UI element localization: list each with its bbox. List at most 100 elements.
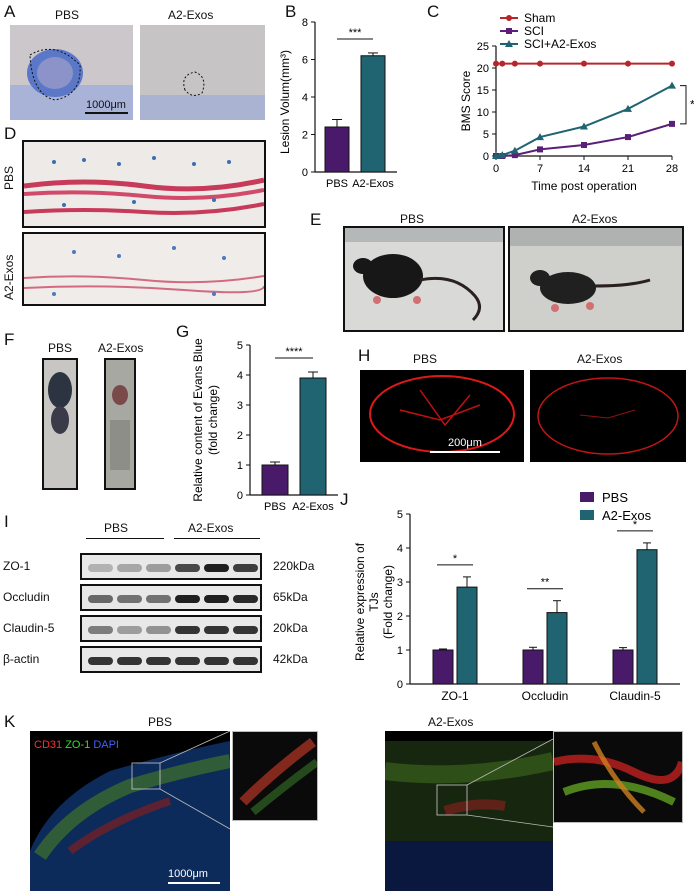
blot-band (117, 626, 142, 634)
significance-bracket (680, 85, 687, 125)
x-tick-label: Occludin (522, 689, 569, 703)
panel-i-a2exos-bracket (174, 538, 260, 539)
significance-mark: ** (541, 577, 550, 589)
blot-band (233, 626, 258, 634)
panel-k-pbs-art (30, 731, 230, 891)
panel-k-label-pbs: PBS (148, 715, 173, 729)
blot-band (204, 564, 229, 572)
panel-d-pbs-art (24, 142, 264, 226)
panel-e-label-pbs: PBS (400, 212, 425, 226)
data-point (511, 60, 518, 67)
y-axis-title-line2: (fold change) (206, 385, 220, 455)
panel-d-pbs-image (22, 140, 266, 228)
panel-e-pbs-image (343, 226, 505, 332)
y-axis-title: Lesion Volum(mm³) (278, 50, 292, 154)
panel-h-label-pbs: PBS (413, 352, 438, 366)
blot-band (175, 657, 200, 665)
panel-k-a2exos-art (385, 731, 553, 891)
x-tick-label: PBS (264, 501, 286, 513)
panel-letter-c: C (427, 2, 440, 21)
panel-h-label-a2exos: A2-Exos (577, 352, 623, 366)
panel-h-scale-label: 200μm (448, 437, 482, 449)
panel-a-a2exos-image (140, 25, 265, 120)
blot-protein-label: ZO-1 (3, 559, 31, 573)
panel-letter-j: J (340, 490, 349, 509)
significance-mark: * (633, 519, 638, 531)
panel-f-label-pbs: PBS (48, 341, 73, 355)
bar (432, 649, 454, 685)
panel-k-a2exos-inset (553, 731, 683, 823)
y-tick-label: 3 (237, 400, 243, 412)
panel-f-a2exos-image (104, 358, 136, 490)
panel-i-group-a2exos: A2-Exos (188, 521, 234, 535)
blot-band (117, 564, 142, 572)
legend-label: Sham (524, 11, 555, 25)
blot-band (117, 657, 142, 665)
data-point (537, 60, 543, 67)
y-tick-label: 2 (237, 430, 243, 442)
data-point (669, 120, 675, 127)
blot-protein-label: Occludin (3, 590, 50, 604)
panel-e-pbs-art (345, 228, 503, 330)
bar (612, 649, 634, 685)
panel-k-pbs-image: CD31 ZO-1 DAPI 1000μm (30, 731, 230, 891)
blot-band (175, 595, 200, 603)
blot-kda-label: 42kDa (273, 652, 308, 666)
panel-e-a2exos-art (510, 228, 682, 330)
data-point (536, 133, 544, 141)
panel-letter-b: B (285, 2, 297, 21)
blot-band (233, 564, 258, 572)
y-tick-label: 0 (237, 490, 243, 502)
panel-i-group-pbs: PBS (104, 521, 129, 535)
chart-c: 0 5 10 15 20 25 0 7 14 21 28 Time post operation BMS… (459, 11, 694, 193)
panel-a-label-pbs: PBS (55, 8, 80, 22)
data-point (498, 151, 507, 159)
y-tick-label: 2 (302, 130, 308, 142)
panel-h-pbs-art (360, 370, 524, 462)
blot-band (88, 657, 113, 665)
blot-protein-label: Claudin-5 (3, 621, 55, 635)
x-tick-label: 14 (578, 163, 590, 175)
y-tick-label: 4 (302, 92, 308, 104)
x-tick-label: A2-Exos (292, 501, 334, 513)
y-tick-label: 15 (477, 85, 489, 97)
data-point (581, 60, 587, 67)
blot-band (146, 564, 171, 572)
blot-strip (80, 553, 262, 580)
panel-a-scale-label: 1000μm (86, 99, 126, 111)
bar (324, 126, 350, 173)
legend-label: A2-Exos (602, 508, 652, 523)
panel-d-pbs-text: PBS (2, 165, 16, 190)
panel-d-a2exos-image (22, 232, 266, 306)
panel-d-row-label-a2exos: A2-Exos (2, 240, 18, 320)
bar (522, 649, 544, 685)
bar (299, 377, 327, 496)
panel-h-pbs-image: 200μm (360, 370, 524, 462)
y-tick-label: 1 (237, 460, 243, 472)
bar (360, 55, 386, 173)
x-tick-label: 0 (493, 163, 499, 175)
y-axis-title-line1: Relative expression of (353, 542, 367, 661)
blot-kda-label: 20kDa (273, 621, 308, 635)
blot-band (175, 626, 200, 634)
panel-f-a2exos-art (106, 360, 134, 488)
panel-d-a2exos-art (24, 234, 264, 304)
x-tick-label: PBS (326, 178, 348, 190)
y-tick-label: 0 (302, 167, 308, 179)
panel-i-pbs-bracket (86, 538, 164, 539)
legend-swatch (580, 510, 594, 520)
chart-b: 0 2 4 6 8 PBS A2-Exos *** Lesion Volum(mm³) (278, 17, 397, 190)
bar (546, 612, 568, 685)
panel-a-label-a2exos: A2-Exos (168, 8, 214, 22)
blot-band (204, 657, 229, 665)
y-tick-label: 8 (302, 17, 308, 29)
data-point (493, 60, 499, 67)
legend-marker (505, 40, 513, 47)
bar (456, 586, 478, 685)
blot-kda-label: 220kDa (273, 559, 315, 573)
panel-k-a2exos-inset-art (554, 732, 682, 822)
stain-dapi: DAPI (93, 739, 119, 751)
panel-e-a2exos-image (508, 226, 684, 332)
panel-a-pbs-art (10, 25, 133, 120)
y-tick-label: 5 (483, 129, 489, 141)
